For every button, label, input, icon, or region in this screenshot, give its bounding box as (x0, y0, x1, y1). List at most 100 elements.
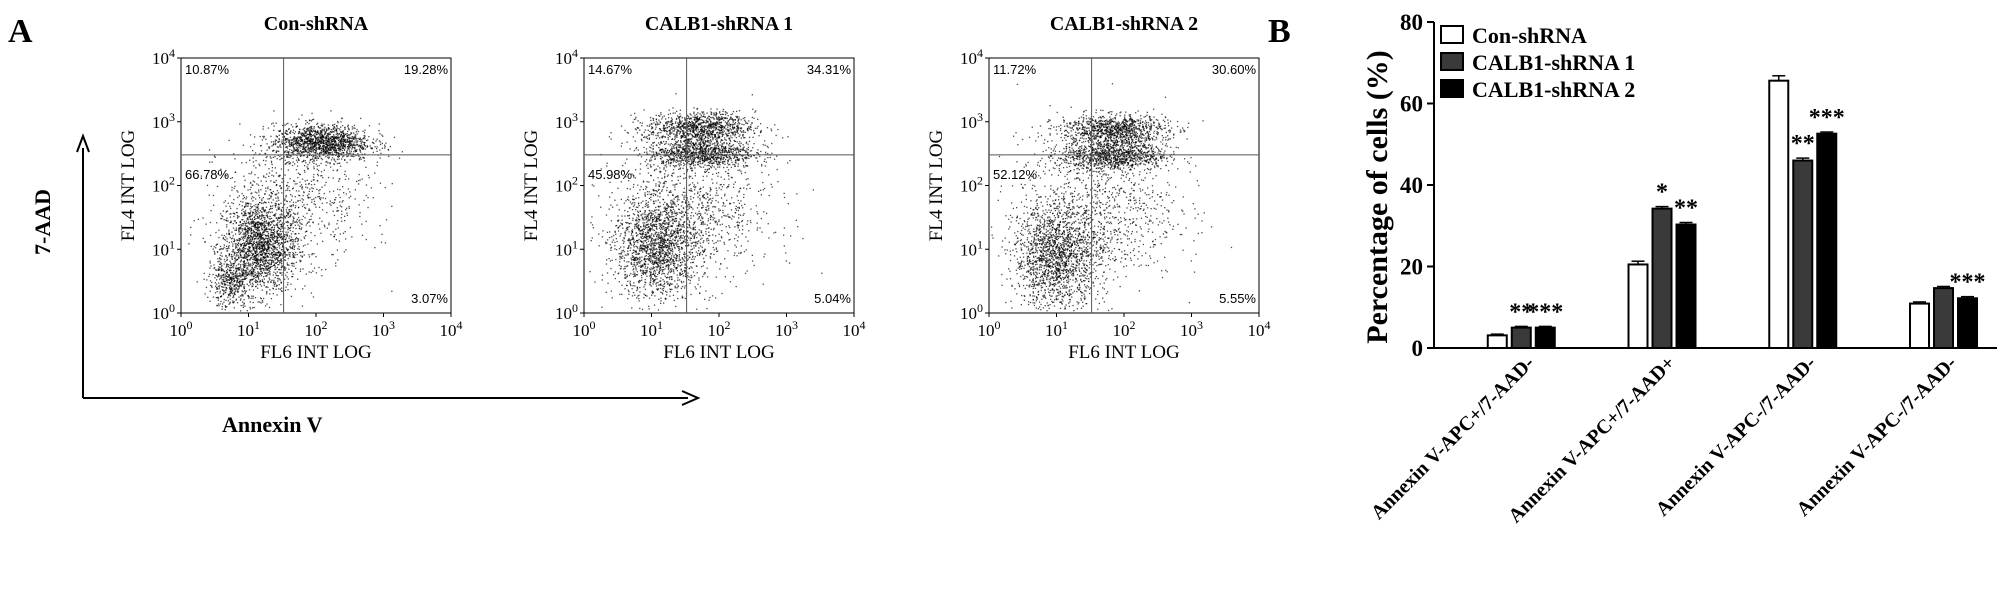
significance-marker: *** (1809, 105, 1845, 131)
legend-swatch (1440, 25, 1464, 44)
x-tick-label: 104 (440, 318, 463, 340)
x-tick-label: 103 (775, 318, 798, 340)
flow-plot: CALB1-shRNA 211.72% 30.60%52.12%5.55%1001… (926, 13, 1271, 363)
legend-label: CALB1-shRNA 1 (1472, 50, 1635, 75)
x-tick-label: 100 (978, 318, 1001, 340)
legend-swatch (1440, 52, 1464, 71)
y-tick-label: 101 (960, 237, 983, 259)
quadrant-ur-value: 19.28% (404, 62, 449, 77)
y-tick-label: 0 (1412, 336, 1424, 361)
quadrant-lr-value: 5.04% (814, 291, 851, 306)
panel-a-x-axis-label: Annexin V (222, 412, 323, 437)
bar (1957, 297, 1979, 350)
y-tick-label: 100 (152, 301, 175, 323)
x-tick-label: 101 (237, 318, 260, 340)
bar (1510, 326, 1532, 349)
bar (1909, 302, 1931, 349)
bar (1627, 263, 1649, 349)
x-tick-label: 102 (305, 318, 328, 340)
panel-a-letter: A (8, 13, 33, 50)
plot-title: CALB1-shRNA 2 (1050, 13, 1198, 35)
y-axis-title: Percentage of cells (%) (1361, 50, 1394, 343)
y-tick-label: 100 (960, 301, 983, 323)
bar (1534, 326, 1556, 349)
x-tick-label: 100 (573, 318, 596, 340)
x-tick-label: 100 (170, 318, 193, 340)
y-tick-label: 101 (555, 237, 578, 259)
x-tick-label: 102 (708, 318, 731, 340)
x-tick-label: 102 (1113, 318, 1136, 340)
plot-x-axis-label: FL6 INT LOG (260, 342, 372, 363)
y-tick-label: 20 (1400, 255, 1423, 280)
plot-y-axis-label: FL4 INT LOG (521, 129, 542, 241)
significance-marker: *** (1950, 270, 1986, 296)
quadrant-ur-value: 34.31% (807, 62, 852, 77)
x-tick-label: 101 (640, 318, 663, 340)
panel-a: A 7-AAD Annexin V Con-shRNA 10.87% 19.28% 6… (8, 13, 1271, 437)
quadrant-ll-value: 45.98% (588, 167, 633, 182)
bar (1675, 223, 1697, 349)
plot-title: CALB1-shRNA 1 (645, 13, 793, 35)
quadrant-lr-value: 5.55% (1219, 291, 1256, 306)
bar (1792, 159, 1814, 349)
quadrant-ur-value: 30.60% (1212, 62, 1257, 77)
x-category-label: Annexin V-APC+/7-AAD+ (1504, 352, 1679, 527)
x-tick-label: 104 (843, 318, 866, 340)
quadrant-ul-value: 14.67% (588, 62, 633, 77)
y-tick-label: 103 (960, 110, 983, 132)
plot-title: Con-shRNA (264, 13, 369, 35)
y-tick-label: 104 (152, 46, 175, 68)
x-category-label: Annexin V-APC-/7-AAD- (1652, 352, 1821, 521)
y-tick-label: 103 (152, 110, 175, 132)
legend-swatch (1440, 79, 1464, 98)
significance-marker: * (1656, 180, 1668, 206)
y-tick-label: 40 (1400, 173, 1423, 198)
bar (1651, 207, 1673, 349)
y-tick-label: 102 (960, 174, 983, 196)
x-tick-label: 103 (372, 318, 395, 340)
bar (1816, 132, 1838, 349)
x-tick-label: 104 (1248, 318, 1271, 340)
scatter-points (589, 93, 823, 311)
panel-a-x-arrow-head (681, 390, 701, 406)
plot-x-axis-label: FL6 INT LOG (1068, 342, 1180, 363)
y-tick-label: 80 (1400, 10, 1423, 35)
x-tick-label: 103 (1180, 318, 1203, 340)
bar (1933, 287, 1955, 350)
significance-marker: ** (1509, 299, 1533, 325)
x-category-label: Annexin V-APC-/7-AAD- (1792, 352, 1961, 521)
y-tick-label: 104 (960, 46, 983, 68)
bar (1486, 334, 1508, 349)
significance-marker: ** (1674, 195, 1698, 221)
significance-marker: ** (1791, 131, 1815, 157)
quadrant-ul-value: 11.72% (993, 62, 1037, 77)
quadrant-ll-value: 66.78% (185, 167, 230, 182)
plot-x-axis-label: FL6 INT LOG (663, 342, 775, 363)
legend-label: Con-shRNA (1472, 23, 1587, 48)
plot-frame (583, 57, 855, 314)
legend-label: CALB1-shRNA 2 (1472, 77, 1635, 102)
scatter-points (990, 83, 1233, 312)
y-tick-label: 103 (555, 110, 578, 132)
bar (1768, 79, 1790, 350)
y-tick-label: 100 (555, 301, 578, 323)
y-tick-label: 102 (555, 174, 578, 196)
panel-a-y-axis-label: 7-AAD (30, 189, 55, 255)
x-category-label: Annexin V-APC+/7-AAD- (1367, 352, 1539, 524)
y-tick-label: 102 (152, 174, 175, 196)
quadrant-ul-value: 10.87% (185, 62, 230, 77)
quadrant-ll-value: 52.12% (993, 167, 1038, 182)
y-tick-label: 60 (1400, 92, 1423, 117)
panel-a-y-arrow-head (76, 133, 90, 153)
quadrant-lr-value: 3.07% (411, 291, 448, 306)
y-tick-label: 101 (152, 237, 175, 259)
plot-frame (988, 57, 1260, 314)
y-tick-label: 104 (555, 46, 578, 68)
flow-plot: CALB1-shRNA 114.67% 34.31%45.98%5.04%1001… (521, 13, 866, 363)
plot-y-axis-label: FL4 INT LOG (926, 129, 947, 241)
